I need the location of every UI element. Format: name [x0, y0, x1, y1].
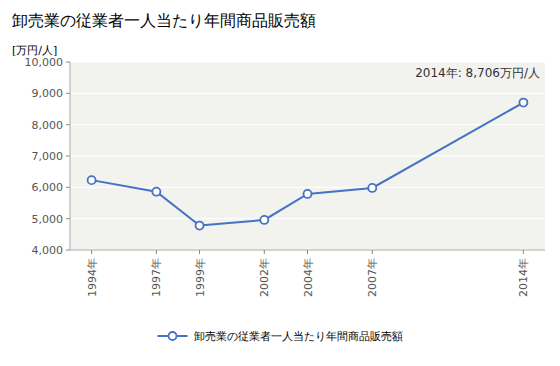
y-tick [66, 124, 70, 125]
x-tick [307, 250, 308, 254]
annotation: 2014年: 8,706万円/人 [415, 66, 540, 80]
grid-line [70, 156, 545, 157]
y-tick [66, 187, 70, 188]
x-tick-label: 1994年 [86, 258, 99, 297]
title: 卸売業の従業者一人当たり年間商品販売額 [12, 11, 316, 30]
grid-line [70, 124, 545, 125]
x-tick [91, 250, 92, 254]
y-tick-label: 6,000 [32, 181, 64, 194]
y-tick-label: 8,000 [32, 119, 64, 132]
marker [196, 222, 204, 230]
x-tick [523, 250, 524, 254]
plot-area [70, 62, 545, 250]
marker [368, 184, 376, 192]
y-tick-label: 10,000 [25, 56, 64, 69]
x-tick [264, 250, 265, 254]
series-group [88, 99, 528, 230]
y-axis [70, 62, 71, 250]
marker [260, 216, 268, 224]
chart: 卸売業の従業者一人当たり年間商品販売額[万円/人]4,0005,0006,000… [0, 0, 560, 366]
grid-line [70, 187, 545, 188]
y-tick [66, 218, 70, 219]
x-tick [372, 250, 373, 254]
y-tick-label: 4,000 [32, 244, 64, 257]
y-tick [66, 93, 70, 94]
marker [519, 99, 527, 107]
y-tick [66, 62, 70, 63]
y-tick-label: 5,000 [32, 213, 64, 226]
line [92, 103, 524, 226]
x-tick-label: 2004年 [302, 258, 315, 297]
grid-line [70, 218, 545, 219]
x-tick [199, 250, 200, 254]
legend-marker [169, 332, 177, 340]
legend-label: 卸売業の従業者一人当たり年間商品販売額 [194, 330, 403, 343]
marker [88, 176, 96, 184]
y-tick-label: 7,000 [32, 150, 64, 163]
y-tick-label: 9,000 [32, 87, 64, 100]
legend-item: 卸売業の従業者一人当たり年間商品販売額 [158, 330, 403, 343]
x-tick-label: 1997年 [150, 258, 163, 297]
marker [304, 190, 312, 198]
x-tick-label: 2014年 [517, 258, 530, 297]
x-tick [156, 250, 157, 254]
x-tick-label: 1999年 [194, 258, 207, 297]
y-tick [66, 250, 70, 251]
grid-line [70, 62, 545, 63]
grid-line [70, 93, 545, 94]
x-tick-label: 2002年 [258, 258, 271, 297]
marker [152, 188, 160, 196]
x-tick-label: 2007年 [366, 258, 379, 297]
y-tick [66, 156, 70, 157]
